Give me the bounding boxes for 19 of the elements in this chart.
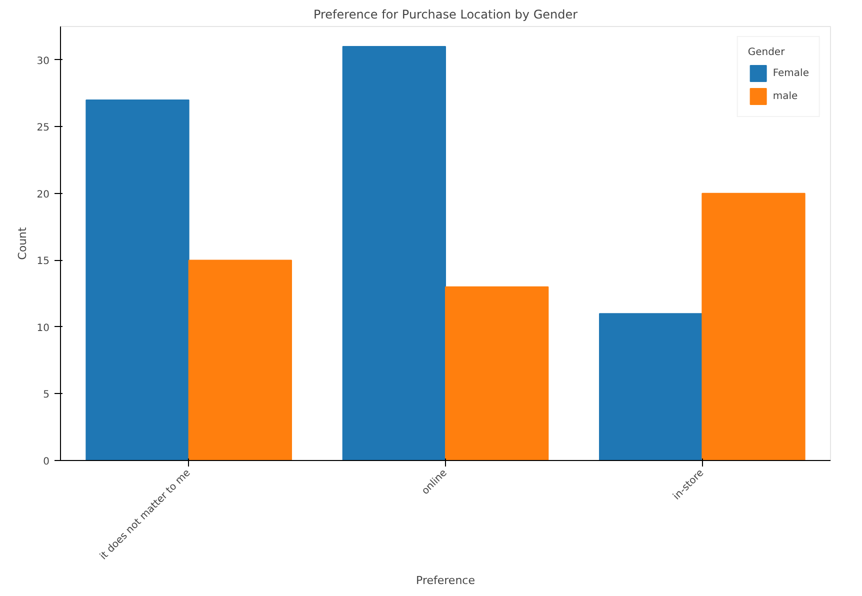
y-tick-label: 15 [36,256,50,268]
y-tick-label: 10 [36,322,50,334]
bar [445,286,549,460]
legend-title: Gender [748,47,786,58]
bar [342,46,446,460]
y-tick-label: 0 [43,456,50,468]
y-tick-label: 30 [36,56,50,67]
bar [86,99,190,460]
y-axis-title: Count [16,226,29,260]
x-axis-title: Preference [416,574,476,588]
bar [599,313,703,460]
legend-label: male [772,90,798,102]
bar [188,260,292,460]
y-tick-label: 25 [36,122,50,134]
bar [702,192,806,460]
y-tick-label: 5 [43,390,50,401]
chart-title: Preference for Purchase Location by Gender [313,8,578,22]
y-tick-label: 20 [36,189,50,200]
legend-label: Female [772,68,809,78]
